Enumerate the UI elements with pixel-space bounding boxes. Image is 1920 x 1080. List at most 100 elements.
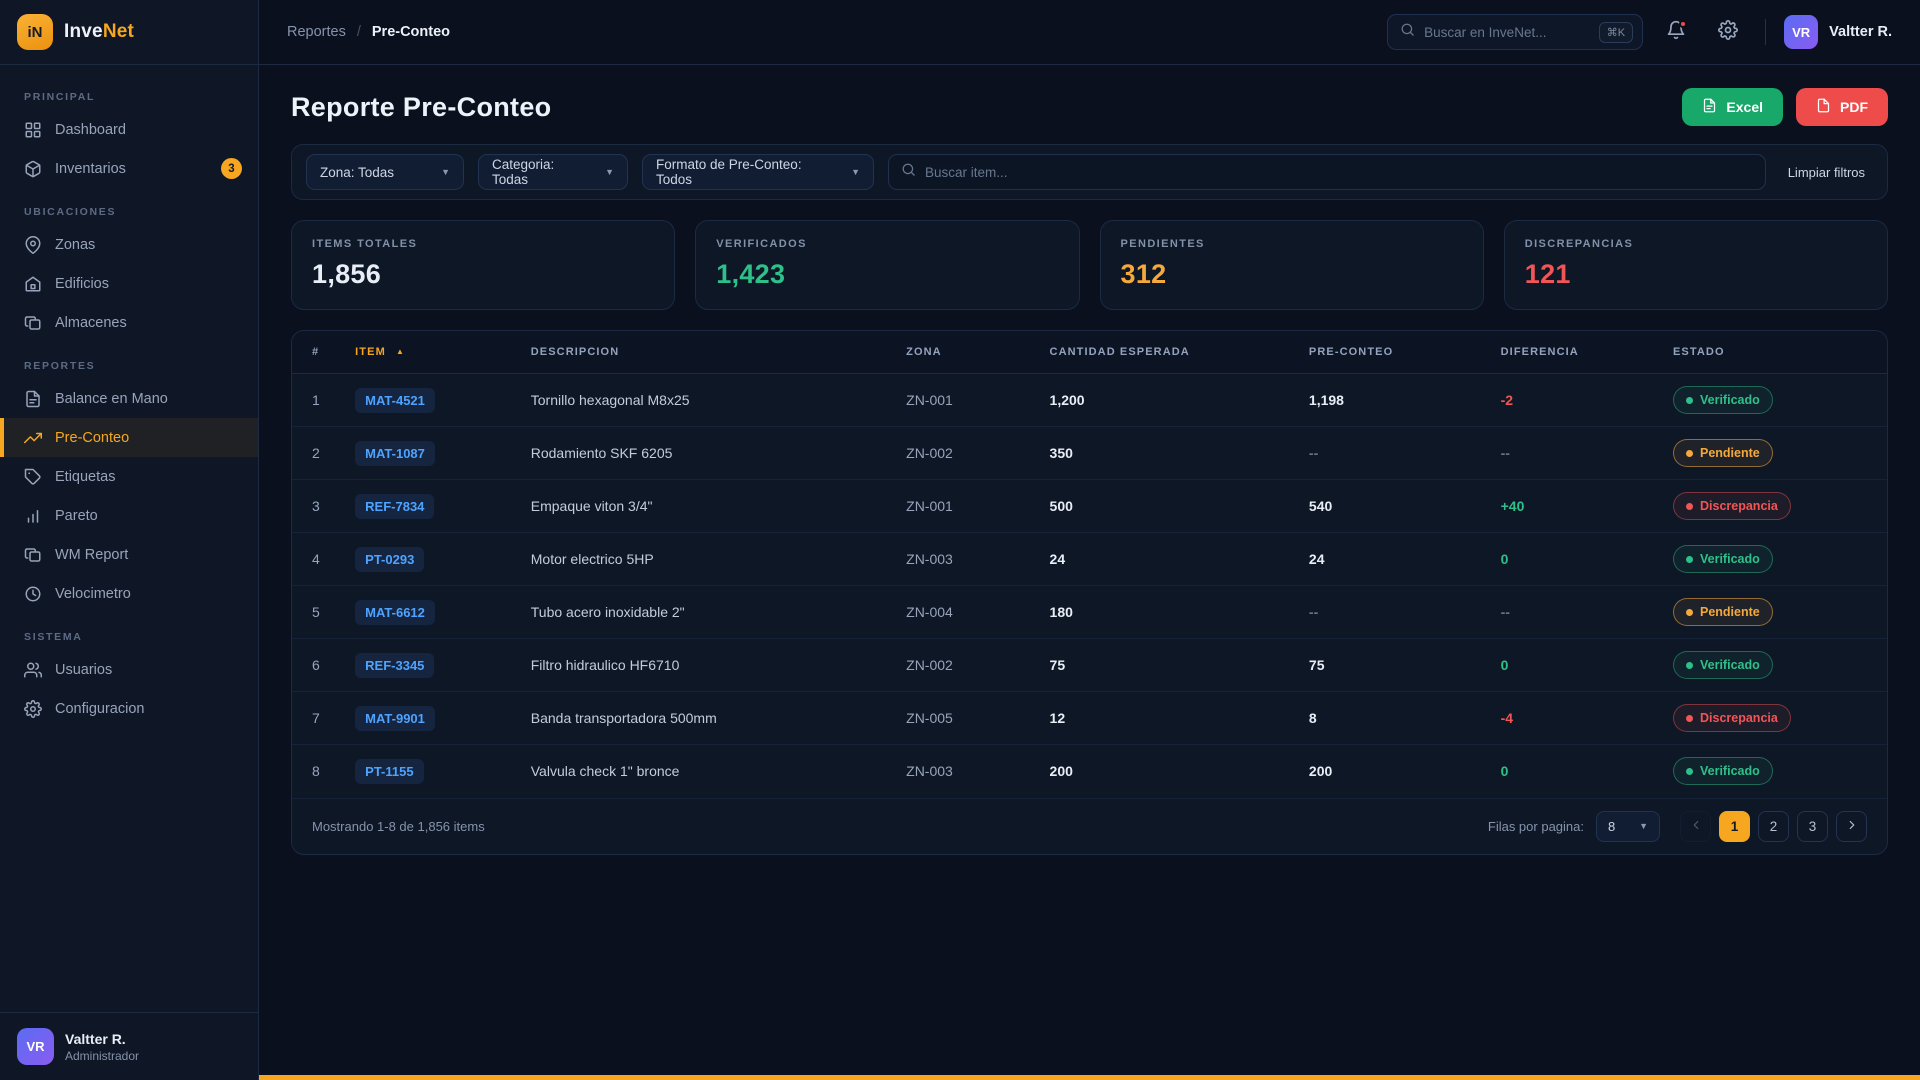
table-row[interactable]: 5 MAT-6612 Tubo acero inoxidable 2" ZN-0… xyxy=(292,585,1887,639)
sidebar-user-panel[interactable]: VR Valtter R. Administrador xyxy=(0,1012,258,1080)
page-button-1[interactable]: 1 xyxy=(1719,810,1750,842)
gear-icon xyxy=(24,699,42,718)
item-search[interactable] xyxy=(888,154,1766,190)
status-label: Pendiente xyxy=(1700,446,1760,460)
row-number: 1 xyxy=(312,392,320,408)
brand[interactable]: iN InveNet xyxy=(0,0,258,65)
item-code-badge[interactable]: MAT-9901 xyxy=(355,705,435,731)
item-code-badge[interactable]: MAT-6612 xyxy=(355,599,435,625)
sidebar-item-label: Velocimetro xyxy=(55,585,131,602)
breadcrumb-section[interactable]: Reportes xyxy=(287,24,346,40)
stat-label: VERIFICADOS xyxy=(716,238,807,250)
sidebar-item-velocimetro[interactable]: Velocimetro xyxy=(0,574,258,613)
item-code-badge[interactable]: MAT-1087 xyxy=(355,440,435,466)
stat-label: DISCREPANCIAS xyxy=(1524,238,1634,250)
sidebar-item-pre-conteo[interactable]: Pre-Conteo xyxy=(0,418,258,457)
column-header[interactable]: CANTIDAD ESPERADA xyxy=(1039,331,1299,374)
page-button-3[interactable]: 3 xyxy=(1797,810,1828,842)
item-description: Tubo acero inoxidable 2" xyxy=(520,585,897,639)
topbar: Reportes / Pre-Conteo ⌘K VR Valtter R. xyxy=(259,0,1920,65)
table-row[interactable]: 4 PT-0293 Motor electrico 5HP ZN-003 24 … xyxy=(292,532,1887,586)
nav-section-label: UBICACIONES xyxy=(24,206,117,218)
export-excel-button[interactable]: Excel xyxy=(1682,88,1783,126)
sidebar-item-almacenes[interactable]: Almacenes xyxy=(0,303,258,342)
nav-section-label: PRINCIPAL xyxy=(24,91,96,103)
sidebar-item-configuracion[interactable]: Configuracion xyxy=(0,689,258,728)
format-filter-select[interactable]: Formato de Pre-Conteo: Todos ▼ xyxy=(642,154,874,190)
zone-filter-select[interactable]: Zona: Todas ▼ xyxy=(306,154,464,190)
export-pdf-button[interactable]: PDF xyxy=(1796,88,1888,126)
item-description: Empaque viton 3/4" xyxy=(520,479,897,533)
rows-per-page-label: Filas por pagina: xyxy=(1487,818,1584,834)
sidebar-item-pareto[interactable]: Pareto xyxy=(0,496,258,535)
category-filter-select[interactable]: Categoria: Todas ▼ xyxy=(478,154,628,190)
item-search-input[interactable] xyxy=(925,164,1753,180)
notifications-button[interactable] xyxy=(1657,13,1695,51)
item-zone: ZN-002 xyxy=(896,638,1040,692)
avatar: VR xyxy=(1784,15,1819,49)
sidebar-user-role: Administrador xyxy=(65,1048,140,1063)
row-number: 2 xyxy=(292,426,346,480)
column-header[interactable]: # xyxy=(292,331,346,374)
sidebar-item-zonas[interactable]: Zonas xyxy=(0,225,258,264)
page-title: Reporte Pre-Conteo xyxy=(291,91,552,122)
trend-up-icon xyxy=(24,429,42,447)
box-icon xyxy=(24,160,42,178)
column-header[interactable]: DESCRIPCION xyxy=(520,331,897,374)
page-button-2[interactable]: 2 xyxy=(1758,810,1789,842)
chevron-right-icon xyxy=(1845,818,1859,835)
item-zone: ZN-003 xyxy=(896,532,1040,586)
item-zone: ZN-001 xyxy=(906,392,953,408)
sidebar-item-wm-report[interactable]: WM Report xyxy=(0,535,258,574)
table-row[interactable]: 6 REF-3345 Filtro hidraulico HF6710 ZN-0… xyxy=(292,638,1887,692)
column-header-label: DIFERENCIA xyxy=(1500,346,1579,358)
sidebar-item-usuarios[interactable]: Usuarios xyxy=(0,650,258,689)
item-code-badge[interactable]: PT-0293 xyxy=(355,546,425,572)
clear-filters-button[interactable]: Limpiar filtros xyxy=(1787,164,1865,180)
showing-summary: Mostrando 1-8 de 1,856 items xyxy=(312,818,485,834)
table-row[interactable]: 3 REF-7834 Empaque viton 3/4" ZN-001 500… xyxy=(292,479,1887,533)
sidebar-item-label: Pareto xyxy=(55,507,98,524)
status-dot-icon xyxy=(1686,767,1693,775)
sidebar-item-etiquetas[interactable]: Etiquetas xyxy=(0,457,258,496)
rows-per-page-select[interactable]: 8 ▼ xyxy=(1596,810,1660,842)
item-code-badge[interactable]: REF-3345 xyxy=(355,652,435,678)
sidebar-item-label: WM Report xyxy=(55,546,129,563)
item-code-badge[interactable]: PT-1155 xyxy=(355,758,424,784)
column-header[interactable]: DIFERENCIA xyxy=(1490,331,1663,374)
table-footer: Mostrando 1-8 de 1,856 items Filas por p… xyxy=(292,797,1887,854)
user-menu[interactable]: VR Valtter R. xyxy=(1784,15,1892,49)
nav-section-label: SISTEMA xyxy=(24,631,83,643)
sidebar-item-edificios[interactable]: Edificios xyxy=(0,264,258,303)
next-page-button[interactable] xyxy=(1836,810,1867,842)
global-search[interactable]: ⌘K xyxy=(1387,14,1644,50)
settings-button[interactable] xyxy=(1709,13,1747,51)
table-row[interactable]: 7 MAT-9901 Banda transportadora 500mm ZN… xyxy=(292,691,1887,745)
table-row[interactable]: 8 PT-1155 Valvula check 1" bronce ZN-003… xyxy=(292,744,1887,798)
item-code-badge[interactable]: MAT-4521 xyxy=(355,387,435,413)
column-header[interactable]: PRE-CONTEO xyxy=(1298,331,1491,374)
users-icon xyxy=(24,661,42,679)
status-label: Discrepancia xyxy=(1700,711,1778,725)
precount-quantity: 8 xyxy=(1298,691,1491,745)
item-zone: ZN-005 xyxy=(896,691,1040,745)
sidebar-item-dashboard[interactable]: Dashboard xyxy=(0,110,258,149)
column-header[interactable]: ITEM ▲ xyxy=(345,331,521,374)
precount-quantity: 1,198 xyxy=(1308,392,1344,408)
sidebar-item-label: Inventarios xyxy=(55,160,126,177)
difference-value: -2 xyxy=(1500,392,1514,408)
sidebar-item-inventarios[interactable]: Inventarios 3 xyxy=(0,149,258,188)
prev-page-button[interactable] xyxy=(1680,810,1711,842)
expected-quantity: 12 xyxy=(1039,691,1299,745)
table-row[interactable]: 2 MAT-1087 Rodamiento SKF 6205 ZN-002 35… xyxy=(292,426,1887,480)
item-description: Banda transportadora 500mm xyxy=(520,691,897,745)
column-header[interactable]: ESTADO xyxy=(1663,331,1887,374)
notification-dot xyxy=(1679,20,1688,28)
table-row[interactable]: 1 MAT-4521 Tornillo hexagonal M8x25 ZN-0… xyxy=(292,374,1887,427)
status-badge: Pendiente xyxy=(1673,598,1773,626)
sidebar-item-balance-en-mano[interactable]: Balance en Mano xyxy=(0,379,258,418)
item-code-badge[interactable]: REF-7834 xyxy=(355,493,435,519)
column-header[interactable]: ZONA xyxy=(896,331,1040,374)
sidebar-item-label: Etiquetas xyxy=(55,468,116,485)
global-search-input[interactable] xyxy=(1424,24,1590,40)
